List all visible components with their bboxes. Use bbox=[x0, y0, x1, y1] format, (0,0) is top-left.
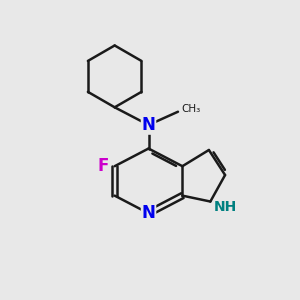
Text: F: F bbox=[98, 157, 109, 175]
Text: N: N bbox=[142, 116, 155, 134]
Text: NH: NH bbox=[214, 200, 237, 214]
Text: CH₃: CH₃ bbox=[181, 104, 200, 114]
Text: N: N bbox=[142, 204, 155, 222]
